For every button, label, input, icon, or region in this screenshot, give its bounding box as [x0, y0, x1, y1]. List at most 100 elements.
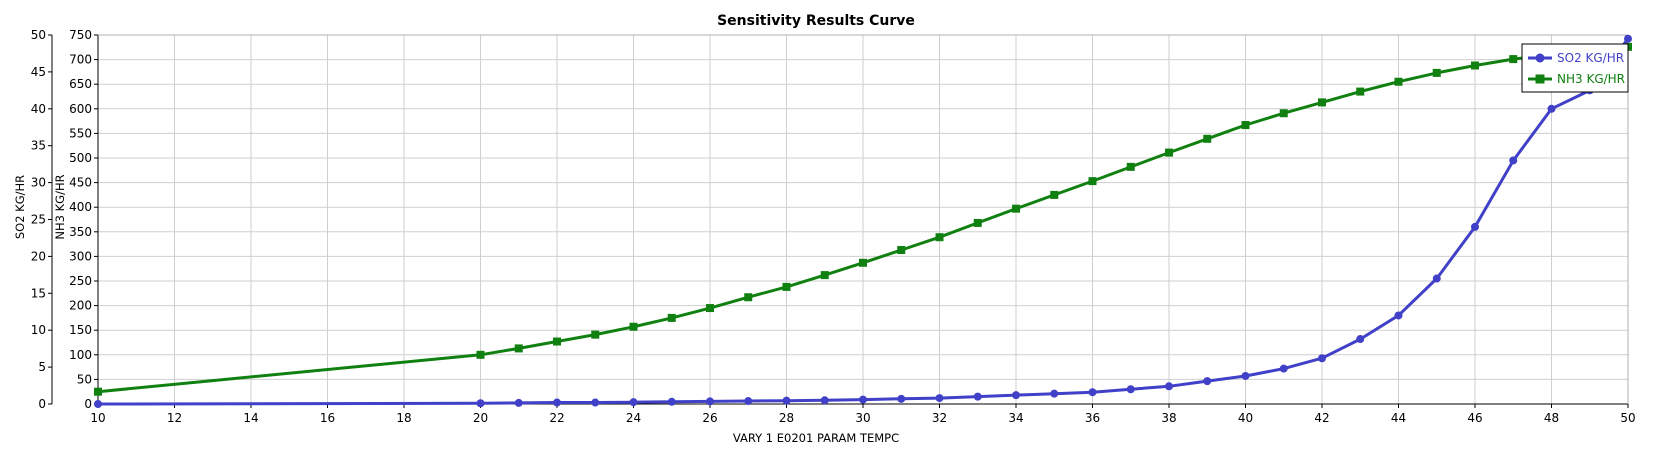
so2-data-point	[1088, 388, 1097, 397]
tick-labels: 10 12 14 16 18 20 22 24 26 28 30 32 34 36 38 40 42 44 46 48…	[31, 28, 1636, 425]
so2-data-point	[1432, 274, 1441, 283]
nh3-data-point	[1050, 190, 1059, 199]
y-axis-label-so2: SO2 KG/HR	[13, 175, 27, 239]
so2-data-point	[935, 394, 944, 403]
so2-data-point	[1203, 377, 1212, 386]
legend-box	[1521, 43, 1629, 93]
so2-data-point	[1279, 364, 1288, 373]
so2-data-point	[1318, 354, 1326, 363]
nh3-data-point	[1203, 134, 1212, 143]
so2-data-point	[591, 398, 600, 407]
nh3-data-point	[973, 218, 982, 227]
so2-tick-label: 20	[31, 249, 46, 263]
x-tick-label: 26	[702, 411, 717, 425]
so2-data-point	[1165, 382, 1173, 391]
x-tick-label: 46	[1467, 411, 1482, 425]
nh3-data-point	[859, 258, 867, 267]
nh3-data-point	[935, 233, 944, 242]
nh3-data-point	[1165, 148, 1173, 157]
nh3-tick-label: 400	[69, 200, 92, 214]
nh3-tick-label: 750	[69, 28, 92, 42]
nh3-data-point	[1088, 177, 1097, 186]
series	[94, 34, 1632, 408]
so2-tick-label: 45	[31, 65, 46, 79]
x-axis-label: VARY 1 E0201 PARAM TEMPC	[733, 431, 899, 445]
nh3-tick-label: 300	[69, 249, 92, 263]
nh3-tick-label: 650	[69, 77, 92, 91]
x-tick-label: 16	[320, 411, 335, 425]
nh3-tick-label: 550	[69, 126, 92, 140]
nh3-data-point	[1126, 162, 1135, 171]
x-tick-label: 10	[90, 411, 105, 425]
nh3-data-point	[1012, 204, 1020, 213]
so2-data-point	[859, 395, 867, 404]
x-tick-label: 30	[855, 411, 870, 425]
nh3-data-point	[94, 387, 102, 396]
x-tick-label: 34	[1008, 411, 1023, 425]
grid	[97, 34, 1629, 405]
nh3-data-point	[629, 322, 638, 331]
legend-label-so2: SO2 KG/HR	[1557, 51, 1624, 65]
so2-data-point	[820, 396, 829, 405]
nh3-tick-label: 700	[69, 53, 92, 67]
legend-marker-so2	[1535, 53, 1545, 63]
nh3-tick-label: 500	[69, 151, 92, 165]
so2-series-line	[97, 37, 1630, 406]
so2-data-point	[1471, 222, 1479, 231]
so2-data-point	[1050, 389, 1059, 398]
so2-data-point	[973, 392, 982, 401]
so2-tick-label: 10	[31, 323, 46, 337]
so2-data-point	[897, 394, 906, 403]
nh3-series-line	[97, 45, 1629, 394]
chart-title: Sensitivity Results Curve	[717, 13, 915, 29]
so2-data-point	[476, 399, 485, 408]
nh3-data-point	[591, 330, 600, 339]
x-tick-label: 38	[1161, 411, 1176, 425]
nh3-tick-label: 600	[69, 102, 92, 116]
nh3-data-point	[1241, 121, 1250, 130]
nh3-data-point	[897, 246, 906, 255]
x-tick-label: 42	[1314, 411, 1329, 425]
nh3-data-point	[514, 344, 523, 353]
so2-tick-label: 0	[38, 397, 46, 411]
so2-tick-label: 25	[31, 213, 46, 227]
nh3-data-point	[476, 350, 485, 359]
nh3-tick-label: 450	[69, 176, 92, 190]
legend-marker-nh3	[1535, 74, 1545, 84]
x-tick-label: 28	[779, 411, 794, 425]
nh3-data-point	[1279, 109, 1288, 118]
nh3-data-point	[667, 313, 676, 322]
nh3-data-point	[744, 293, 753, 302]
x-tick-label: 48	[1544, 411, 1559, 425]
x-tick-label: 36	[1085, 411, 1100, 425]
so2-tick-label: 50	[31, 28, 46, 42]
nh3-data-point	[1356, 87, 1365, 96]
nh3-data-point	[553, 337, 561, 346]
nh3-data-point	[820, 271, 829, 280]
nh3-tick-label: 0	[84, 397, 92, 411]
nh3-data-point	[1394, 77, 1403, 86]
nh3-data-point	[1509, 55, 1518, 64]
so2-data-point	[782, 396, 791, 405]
so2-data-point	[706, 397, 714, 406]
axes: Sensitivity Results Curve VARY 1 E0201 P…	[13, 13, 915, 445]
so2-data-point	[667, 397, 676, 406]
so2-data-point	[1394, 311, 1403, 320]
so2-data-point	[1547, 104, 1556, 113]
x-tick-label: 40	[1238, 411, 1253, 425]
so2-data-point	[1509, 156, 1518, 165]
legend-label-nh3: NH3 KG/HR	[1557, 72, 1625, 86]
x-tick-label: 44	[1391, 411, 1406, 425]
nh3-tick-label: 250	[69, 274, 92, 288]
so2-data-point	[553, 398, 561, 407]
legend[interactable]: SO2 KG/HR NH3 KG/HR	[1521, 43, 1629, 93]
nh3-data-point	[706, 304, 714, 313]
x-tick-label: 32	[932, 411, 947, 425]
so2-tick-label: 30	[31, 176, 46, 190]
nh3-data-point	[1318, 98, 1326, 107]
x-tick-label: 18	[396, 411, 411, 425]
so2-data-point	[1241, 371, 1250, 380]
x-tick-label: 12	[167, 411, 182, 425]
